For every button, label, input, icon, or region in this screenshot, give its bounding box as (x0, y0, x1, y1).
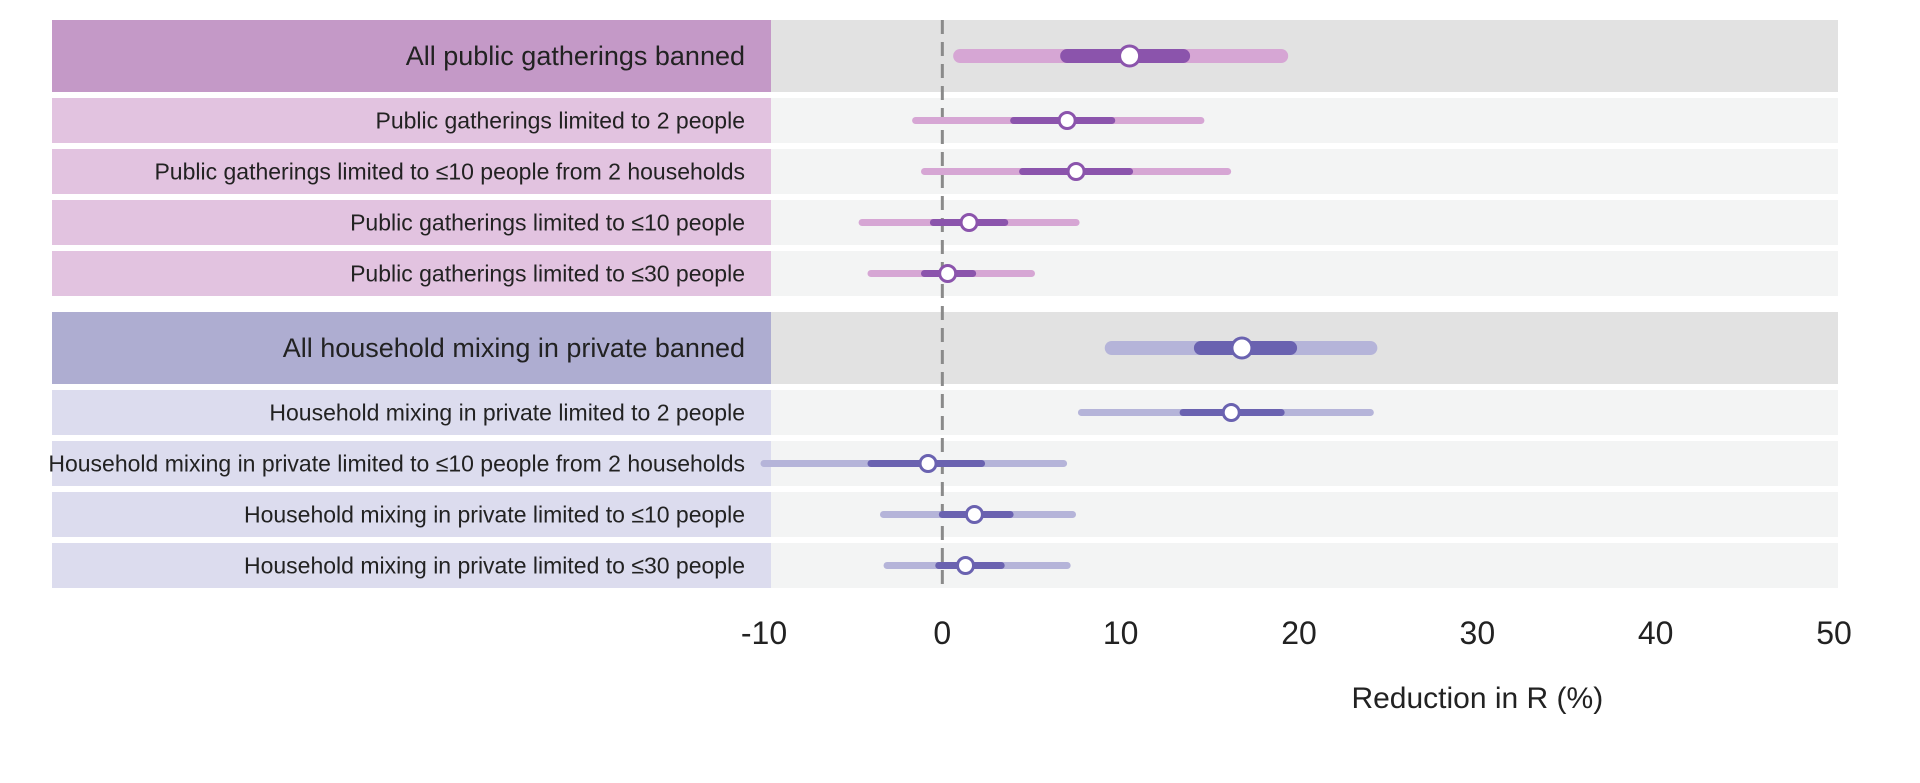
public-row-2-label: Public gatherings limited to ≤10 people … (154, 159, 745, 185)
public-row-0-plot-band (771, 20, 1838, 92)
household-row-0-label: All household mixing in private banned (283, 333, 745, 363)
x-axis: -10 0 10 20 30 40 50 (741, 615, 1852, 651)
household-row-2-label: Household mixing in private limited to ≤… (48, 451, 745, 477)
public-row-4-label: Public gatherings limited to ≤30 people (350, 261, 745, 287)
public-row-0-label: All public gatherings banned (406, 41, 745, 71)
public-row-0-estimate-point (1118, 44, 1142, 68)
household-row-2-estimate-point (918, 454, 938, 473)
household-row-4-label-band (52, 543, 771, 588)
public-row-2-label-band (52, 149, 771, 194)
public-row-1-estimate-point (1057, 111, 1077, 130)
x-tick-label-0: 0 (933, 615, 951, 651)
public-row-1-label-band (52, 98, 771, 143)
public-row-3-estimate-point (959, 213, 979, 232)
x-tick-label--10: -10 (741, 615, 787, 651)
public-row-4-label-band (52, 251, 771, 296)
x-tick-label-50: 50 (1816, 615, 1852, 651)
household-row-3-label-band (52, 492, 771, 537)
household-row-3-label: Household mixing in private limited to ≤… (244, 502, 745, 528)
public-row-1-label: Public gatherings limited to 2 people (375, 108, 745, 134)
household-row-0-label-band (52, 312, 771, 384)
household-row-1-label: Household mixing in private limited to 2… (269, 400, 745, 426)
household-row-3-estimate-point (964, 505, 984, 524)
x-tick-label-10: 10 (1103, 615, 1139, 651)
public-row-3-label-band (52, 200, 771, 245)
public-row-2-estimate-point (1066, 162, 1086, 181)
household-row-4-label: Household mixing in private limited to ≤… (244, 553, 745, 579)
household-row-4-estimate-point (956, 556, 976, 575)
x-tick-label-30: 30 (1460, 615, 1496, 651)
household-row-2-label-band (52, 441, 771, 486)
household-row-1-label-band (52, 390, 771, 435)
public-row-0-label-band (52, 20, 771, 92)
household-row-0-estimate-point (1230, 336, 1254, 360)
rows-layer: All public gatherings banned Public gathe… (48, 20, 1838, 588)
marks-layer (760, 44, 1378, 575)
household-row-1-estimate-point (1221, 403, 1241, 422)
x-tick-label-20: 20 (1281, 615, 1317, 651)
public-row-4-estimate-point (938, 264, 958, 283)
x-axis-title: Reduction in R (%) (1351, 682, 1603, 715)
public-row-3-label: Public gatherings limited to ≤10 people (350, 210, 745, 236)
x-tick-label-40: 40 (1638, 615, 1674, 651)
